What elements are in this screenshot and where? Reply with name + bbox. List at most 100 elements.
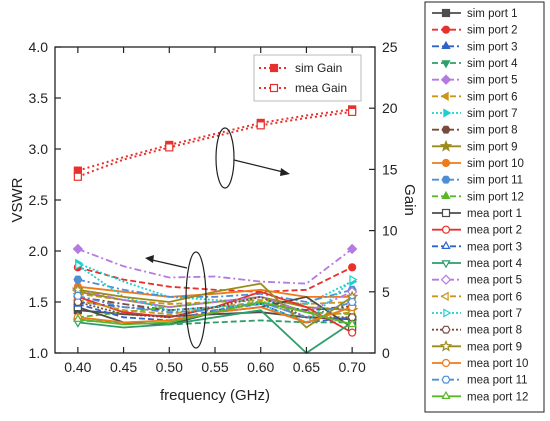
legend-item-mea-port-1: mea port 1: [432, 208, 522, 220]
legend-marker: [440, 291, 449, 302]
data-point-sim-port-5: [346, 243, 358, 255]
legend-marker: [441, 40, 451, 50]
legend-marker: [441, 375, 451, 384]
legend-item-mea-port-4: mea port 4: [432, 258, 523, 270]
legend-item-sim-port-2: sim port 2: [432, 25, 518, 37]
x-tick-label: 0.55: [201, 359, 228, 375]
legend-label: sim port 12: [467, 191, 524, 203]
legend-item-mea-port-2: mea port 2: [432, 225, 522, 237]
legend-item-sim-port-10: sim port 10: [432, 158, 524, 170]
legend-marker: [439, 139, 453, 152]
series-sim-port-5: [72, 243, 358, 285]
x-tick-label: 0.40: [64, 359, 91, 375]
legend-item-sim-port-6: sim port 6: [432, 91, 518, 103]
series-line-mea-port-8: [77, 295, 353, 319]
gain-legend-item-mea-gain: mea Gain: [259, 81, 347, 95]
y2-tick-label: 25: [382, 39, 398, 55]
y-tick-label: 3.0: [29, 141, 49, 157]
series-line-sim-port-2: [77, 266, 353, 293]
legend-item-sim-port-1: sim port 1: [432, 8, 518, 20]
legend-label: sim port 3: [467, 41, 518, 53]
x-tick-label: 0.50: [156, 359, 183, 375]
legend-marker: [440, 91, 449, 102]
series-line-sim-port-11: [77, 278, 353, 303]
y2-tick-label: 20: [382, 100, 398, 116]
legend: sim Gain mea Gain sim port 1 sim port 2 sim …: [253, 1, 545, 413]
x-tick-label: 0.45: [110, 359, 137, 375]
legend-item-mea-port-5: mea port 5: [432, 274, 522, 287]
legend-label: mea port 8: [467, 325, 522, 337]
y-tick-label: 3.5: [29, 90, 49, 106]
y-tick-label: 1.5: [29, 294, 49, 310]
legend-marker: [441, 190, 451, 199]
gain-legend-label: mea Gain: [295, 81, 347, 95]
legend-item-sim-port-3: sim port 3: [432, 40, 518, 53]
legend-label: mea port 1: [467, 208, 522, 220]
legend-label: sim port 4: [467, 58, 518, 70]
gain-legend-label: sim Gain: [295, 61, 342, 75]
vswr-arrow-head: [145, 255, 154, 263]
legend-item-sim-port-12: sim port 12: [432, 190, 524, 203]
legend-marker: [441, 208, 451, 218]
vswr-group-ellipse: [185, 251, 207, 349]
legend-item-sim-port-4: sim port 4: [432, 58, 518, 70]
legend-label: sim port 6: [467, 91, 518, 103]
data-point-mea-gain: [165, 143, 174, 152]
series-line-sim-gain: [77, 108, 353, 172]
data-point-mea-gain: [73, 172, 82, 181]
y2-tick-label: 5: [382, 284, 390, 300]
legend-label: mea port 2: [467, 225, 522, 237]
y2-axis-title: Gain: [401, 184, 418, 216]
y-tick-label: 1.0: [29, 345, 49, 361]
legend-marker: [440, 74, 452, 85]
gain-arrow-head: [280, 168, 290, 176]
legend-marker: [441, 8, 451, 18]
series-sim-gain: [73, 105, 357, 175]
legend-item-sim-port-7: sim port 7: [432, 108, 518, 120]
legend-label: sim port 1: [467, 8, 518, 20]
gain-group-ellipse: [215, 127, 235, 189]
legend-item-mea-port-12: mea port 12: [432, 390, 528, 403]
legend-marker: [441, 125, 451, 134]
legend-item-mea-port-9: mea port 9: [432, 339, 522, 353]
legend-item-mea-port-6: mea port 6: [432, 291, 522, 303]
x-axis-title: frequency (GHz): [160, 387, 270, 404]
x-tick-label: 0.65: [293, 359, 320, 375]
legend-label: sim port 8: [467, 125, 518, 137]
legend-item-mea-port-3: mea port 3: [432, 240, 522, 253]
data-point-mea-port-2: [348, 328, 357, 337]
series-line-mea-port-11: [77, 295, 353, 319]
legend-marker: [441, 175, 451, 184]
legend-label: sim port 9: [467, 141, 518, 153]
gain-legend-box: [253, 54, 362, 102]
data-point-mea-port-8: [347, 313, 357, 322]
legend-marker: [441, 358, 451, 368]
legend-marker: [441, 390, 451, 399]
legend-item-sim-port-8: sim port 8: [432, 125, 518, 137]
legend-item-mea-port-8: mea port 8: [432, 325, 522, 337]
gain-legend-marker: [269, 63, 279, 73]
legend-marker: [441, 225, 451, 234]
gain-legend-item-sim-gain: sim Gain: [259, 61, 342, 75]
series-line-sim-port-5: [77, 248, 353, 285]
y2-tick-label: 0: [382, 345, 390, 361]
gain-legend-marker: [269, 83, 279, 93]
plot-area: [71, 105, 359, 355]
legend-marker: [441, 158, 451, 168]
legend-marker: [439, 339, 453, 352]
legend-label: sim port 2: [467, 25, 518, 37]
series-line-mea-port-9: [77, 282, 353, 329]
legend-marker: [440, 274, 452, 285]
data-point-sim-port-5: [72, 243, 84, 255]
axes: 0.40 0.45 0.50 0.55 0.60 0.65 0.70 1.0 1.5 2.0 2.5…: [9, 39, 418, 404]
legend-label: mea port 3: [467, 241, 522, 253]
data-point-mea-port-7: [349, 274, 358, 285]
series-mea-port-12: [73, 301, 357, 328]
legend-item-sim-port-11: sim port 11: [432, 175, 523, 187]
legend-label: mea port 6: [467, 291, 522, 303]
legend-label: mea port 5: [467, 275, 522, 287]
legend-label: sim port 7: [467, 108, 518, 120]
legend-item-mea-port-7: mea port 7: [432, 308, 522, 320]
series-line-mea-port-5: [77, 288, 353, 314]
